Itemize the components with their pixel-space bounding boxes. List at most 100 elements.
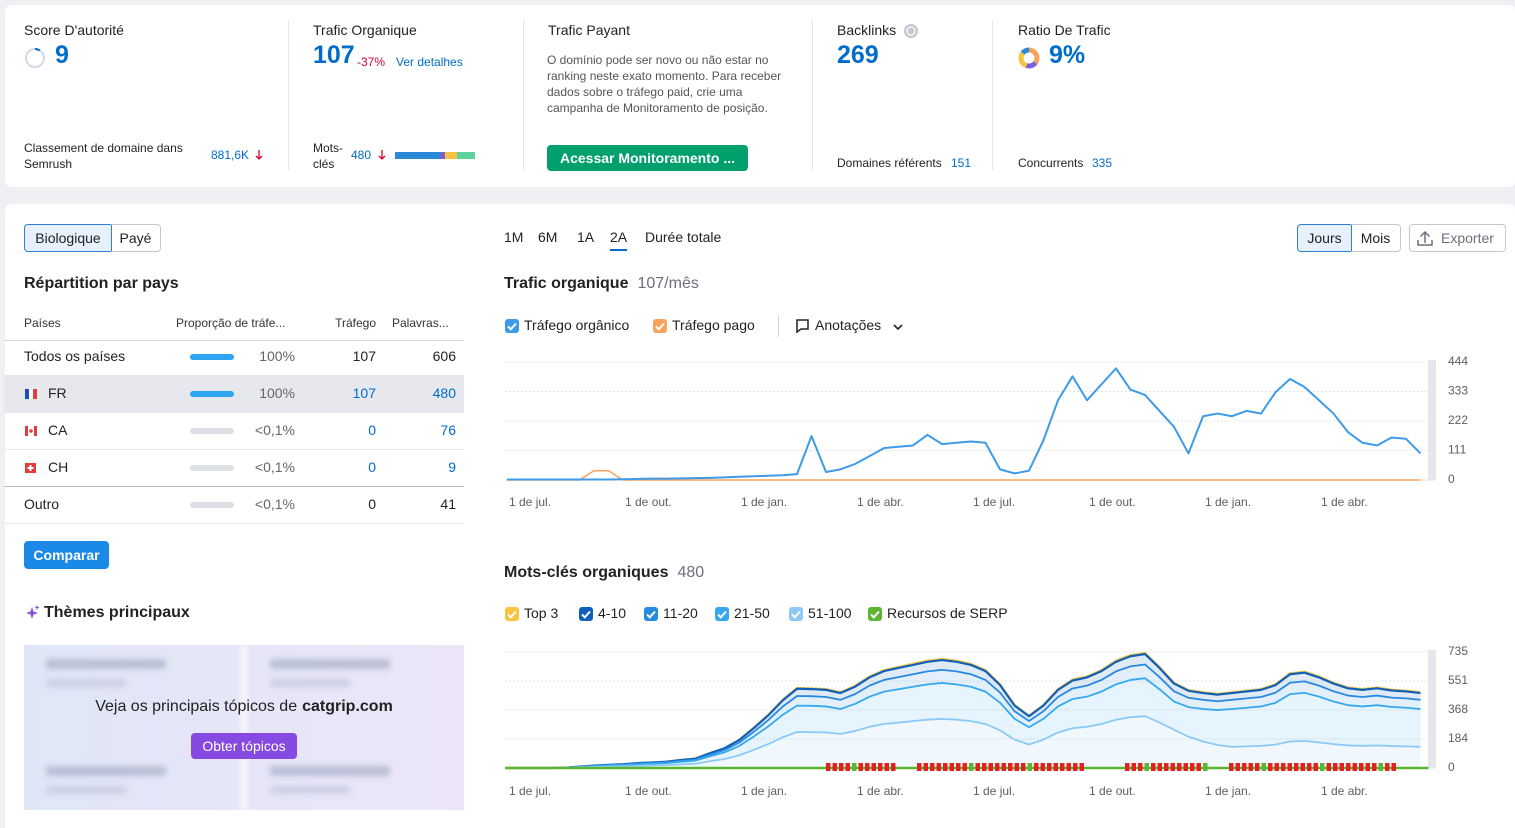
country-name: FR bbox=[48, 385, 67, 401]
topics-button[interactable]: Obter tópicos bbox=[191, 733, 297, 759]
legend-checkbox[interactable] bbox=[579, 607, 593, 621]
granularity-toggle[interactable]: Jours bbox=[1297, 224, 1352, 252]
period-tab[interactable]: 6M bbox=[538, 229, 558, 245]
y-tick-label: 111 bbox=[1448, 443, 1467, 457]
row-divider bbox=[4, 523, 464, 524]
y-tick-label: 333 bbox=[1448, 384, 1468, 398]
period-tab[interactable]: 2A bbox=[610, 229, 628, 251]
compare-button[interactable]: Comparar bbox=[24, 541, 109, 569]
divider bbox=[812, 20, 813, 170]
legend-label[interactable]: 4-10 bbox=[598, 605, 627, 621]
y-tick-label: 184 bbox=[1448, 731, 1468, 745]
blurred-topic bbox=[46, 679, 126, 687]
serp-feature-icon bbox=[995, 763, 1000, 771]
serp-feature-icon bbox=[1346, 763, 1351, 771]
sparkle-icon bbox=[34, 605, 40, 610]
tab[interactable]: Payé bbox=[111, 224, 161, 252]
blurred-topic bbox=[46, 659, 166, 669]
legend-separator bbox=[778, 315, 779, 337]
keywords-value[interactable]: 9 bbox=[448, 459, 456, 475]
x-tick-label: 1 de jan. bbox=[741, 495, 787, 509]
serp-feature-icon bbox=[1034, 763, 1039, 771]
serp-feature-icon bbox=[826, 763, 831, 771]
legend-checkbox[interactable] bbox=[789, 607, 803, 621]
serp-feature-icon bbox=[1339, 763, 1344, 771]
serp-feature-icon bbox=[1294, 763, 1299, 771]
footer-label: Classement de domaine dans Semrush bbox=[24, 141, 183, 171]
serp-feature-icon bbox=[1014, 763, 1019, 771]
tracking-button[interactable]: Acessar Monitoramento ... bbox=[547, 145, 748, 171]
serp-feature-icon bbox=[1385, 763, 1390, 771]
serp-feature-icon bbox=[923, 763, 928, 771]
tab[interactable]: Biologique bbox=[24, 224, 112, 252]
serp-feature-icon bbox=[1365, 763, 1370, 771]
check-mark bbox=[646, 610, 656, 619]
legend-checkbox[interactable] bbox=[715, 607, 729, 621]
sparkle-icon bbox=[26, 607, 38, 619]
legend-checkbox[interactable] bbox=[505, 319, 519, 333]
serp-feature-icon bbox=[988, 763, 993, 771]
details-link[interactable]: Ver detalhes bbox=[396, 55, 463, 69]
serp-feature-icon bbox=[956, 763, 961, 771]
serp-feature-icon bbox=[982, 763, 987, 771]
row-divider bbox=[4, 486, 464, 487]
prompt-text: Veja os principais tópicos de bbox=[95, 698, 298, 715]
country-name: CA bbox=[48, 422, 68, 438]
legend-checkbox[interactable] bbox=[505, 607, 519, 621]
x-tick-label: 1 de out. bbox=[1089, 784, 1136, 798]
serp-feature-icon bbox=[1378, 763, 1383, 771]
serp-feature-icon bbox=[1027, 763, 1032, 771]
legend-label[interactable]: Tráfego orgânico bbox=[524, 317, 630, 333]
chart-edge-strip bbox=[1428, 360, 1436, 480]
legend-label[interactable]: Recursos de SERP bbox=[887, 605, 1008, 621]
granularity-toggle[interactable]: Mois bbox=[1351, 224, 1401, 252]
footer-label: Mots-clés bbox=[313, 141, 343, 171]
legend-checkbox[interactable] bbox=[644, 607, 658, 621]
legend-label[interactable]: 51-100 bbox=[808, 605, 852, 621]
keywords-value[interactable]: 76 bbox=[440, 422, 456, 438]
serp-feature-icon bbox=[943, 763, 948, 771]
column-header: Proporção de tráfe... bbox=[176, 316, 286, 330]
period-tab[interactable]: 1M bbox=[504, 229, 524, 245]
legend-label[interactable]: 21-50 bbox=[734, 605, 770, 621]
serp-feature-icon bbox=[1307, 763, 1312, 771]
keyword-distribution-bar bbox=[395, 152, 440, 159]
area-band bbox=[507, 678, 1421, 768]
table-divider bbox=[4, 340, 464, 341]
info-icon bbox=[904, 24, 918, 38]
x-tick-label: 1 de abr. bbox=[857, 495, 904, 509]
country-name: CH bbox=[48, 459, 69, 475]
annotations-toggle[interactable]: Anotações bbox=[815, 317, 882, 333]
metric-title: Score D'autorité bbox=[24, 22, 124, 38]
legend-label[interactable]: Top 3 bbox=[524, 605, 559, 621]
serp-feature-icon bbox=[1287, 763, 1292, 771]
y-tick-label: 368 bbox=[1448, 702, 1468, 716]
area-line bbox=[507, 677, 1421, 769]
serp-feature-icon bbox=[936, 763, 941, 771]
share-text: <0,1% bbox=[254, 496, 295, 512]
info-icon-inner bbox=[906, 26, 916, 36]
traffic-value[interactable]: 107 bbox=[352, 385, 376, 401]
footer-value[interactable]: 151 bbox=[951, 156, 972, 170]
period-tab[interactable]: Durée totale bbox=[645, 229, 722, 245]
serp-feature-icon bbox=[1203, 763, 1208, 771]
share-text: 100% bbox=[259, 385, 295, 401]
legend-label[interactable]: 11-20 bbox=[663, 605, 698, 621]
export-button[interactable]: Exporter bbox=[1409, 224, 1506, 252]
legend-label[interactable]: Tráfego pago bbox=[672, 317, 755, 333]
footer-value[interactable]: 335 bbox=[1092, 156, 1113, 170]
annotation-icon bbox=[796, 319, 809, 334]
x-tick-label: 1 de abr. bbox=[1321, 495, 1368, 509]
legend-checkbox[interactable] bbox=[653, 319, 667, 333]
serp-feature-icon bbox=[839, 763, 844, 771]
chevron-icon bbox=[893, 324, 903, 331]
share-bar-track bbox=[190, 502, 234, 508]
traffic-value[interactable]: 0 bbox=[368, 459, 376, 475]
period-tab[interactable]: 1A bbox=[577, 229, 595, 245]
traffic-value[interactable]: 0 bbox=[368, 422, 376, 438]
serp-feature-icon bbox=[845, 763, 850, 771]
keywords-value[interactable]: 480 bbox=[432, 385, 456, 401]
legend-checkbox[interactable] bbox=[868, 607, 882, 621]
ratio-donut-icon bbox=[1018, 47, 1040, 69]
